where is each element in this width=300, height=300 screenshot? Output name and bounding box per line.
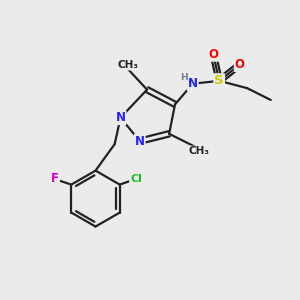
- Text: N: N: [135, 135, 145, 148]
- Text: O: O: [208, 48, 218, 61]
- Text: N: N: [188, 77, 198, 90]
- Text: O: O: [235, 58, 245, 71]
- Text: F: F: [51, 172, 59, 185]
- Text: S: S: [214, 74, 224, 87]
- Text: H: H: [180, 73, 188, 82]
- Text: N: N: [116, 111, 126, 124]
- Text: CH₃: CH₃: [117, 60, 138, 70]
- Text: CH₃: CH₃: [188, 146, 209, 157]
- Text: Cl: Cl: [130, 174, 142, 184]
